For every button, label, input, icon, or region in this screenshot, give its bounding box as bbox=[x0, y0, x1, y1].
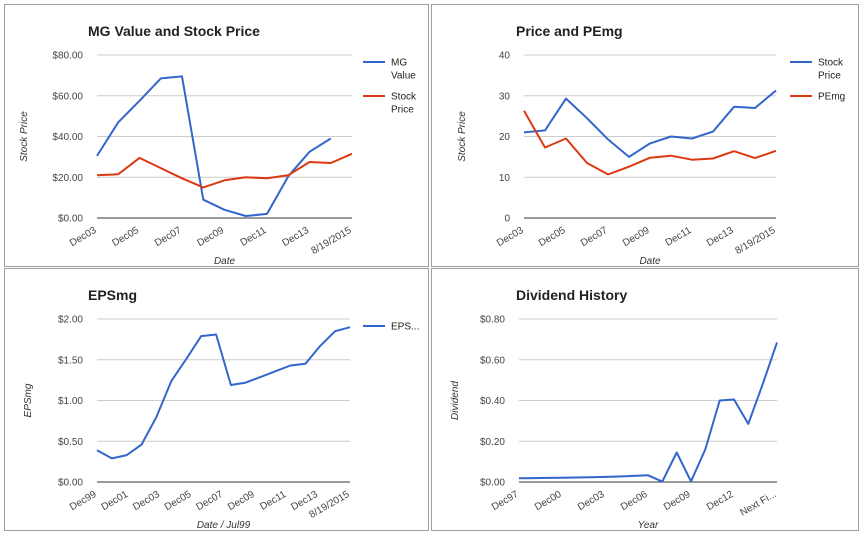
x-axis-title: Date / Jul99 bbox=[197, 520, 251, 530]
chart-panel-price-pemg: Price and PEmg 0 10 20 30 40 Dec03 Dec05 Dec07 De… bbox=[431, 4, 859, 267]
y-axis-title: EPSmg bbox=[23, 383, 34, 417]
x-tick-label: Dec07 bbox=[579, 225, 610, 249]
y-tick-label: 0 bbox=[504, 214, 510, 225]
chart-panel-mg-value: MG Value and Stock Price $0.00 $20.00 $40.0… bbox=[4, 4, 429, 267]
x-tick-label: 8/19/2015 bbox=[733, 225, 777, 257]
x-tick-label: Dec05 bbox=[537, 225, 568, 249]
x-axis-title: Year bbox=[638, 520, 659, 530]
x-tick-label: Dec05 bbox=[163, 489, 194, 513]
series-line-1 bbox=[96, 75, 332, 217]
chart-title: Dividend History bbox=[516, 287, 627, 303]
x-tick-label: Dec12 bbox=[705, 489, 736, 513]
y-tick-label: $0.40 bbox=[480, 396, 505, 407]
chart-svg: EPSmg $0.00 $0.50 $1.00 $1.50 $2.00 Dec99 Dec01… bbox=[23, 287, 419, 530]
x-tick-label: Dec03 bbox=[68, 225, 99, 249]
x-tick-label: Dec03 bbox=[495, 225, 526, 249]
y-tick-label: $0.80 bbox=[480, 315, 505, 326]
legend-label: Price bbox=[391, 105, 414, 116]
y-tick-label: 30 bbox=[499, 91, 511, 102]
y-tick-label: $40.00 bbox=[52, 132, 83, 143]
x-tick-label: Dec09 bbox=[662, 489, 693, 513]
x-tick-label: Dec13 bbox=[705, 225, 736, 249]
x-tick-label: Dec05 bbox=[110, 225, 141, 249]
y-tick-label: $20.00 bbox=[52, 173, 83, 184]
y-tick-label: $60.00 bbox=[52, 91, 83, 102]
x-axis-title: Date bbox=[214, 256, 236, 266]
y-tick-label: $0.50 bbox=[58, 437, 83, 448]
x-tick-label: Dec11 bbox=[239, 225, 269, 249]
x-tick-label: Dec06 bbox=[619, 489, 650, 513]
y-tick-label: $1.00 bbox=[58, 396, 83, 407]
legend-label: PEmg bbox=[818, 92, 845, 103]
chart-panel-epsmg: EPSmg $0.00 $0.50 $1.00 $1.50 $2.00 Dec99 Dec01… bbox=[4, 268, 429, 531]
chart-svg: Price and PEmg 0 10 20 30 40 Dec03 Dec05 Dec07 De… bbox=[457, 23, 845, 266]
y-tick-label: $0.20 bbox=[480, 437, 505, 448]
x-tick-label: Dec09 bbox=[226, 489, 257, 513]
y-tick-label: $80.00 bbox=[52, 51, 83, 62]
x-tick-label: Dec09 bbox=[195, 225, 226, 249]
y-tick-label: $0.00 bbox=[58, 478, 83, 489]
series-line-1 bbox=[523, 89, 777, 158]
chart-title: EPSmg bbox=[88, 287, 137, 303]
y-axis-title: Stock Price bbox=[19, 111, 30, 162]
chart-title: MG Value and Stock Price bbox=[88, 23, 260, 39]
y-tick-label: $0.60 bbox=[480, 355, 505, 366]
legend-label: Stock bbox=[818, 58, 844, 69]
series-line-2 bbox=[96, 152, 353, 189]
y-tick-label: 20 bbox=[499, 132, 511, 143]
legend-label: Price bbox=[818, 71, 841, 82]
y-tick-label: 40 bbox=[499, 51, 511, 62]
y-tick-label: $2.00 bbox=[58, 315, 83, 326]
y-tick-label: $0.00 bbox=[480, 478, 505, 489]
x-tick-label: Dec01 bbox=[100, 489, 131, 513]
x-tick-label: Dec03 bbox=[576, 489, 607, 513]
x-axis-title: Date bbox=[639, 256, 661, 266]
x-tick-label: Dec97 bbox=[490, 489, 521, 513]
chart-svg: MG Value and Stock Price $0.00 $20.00 $40.0… bbox=[19, 23, 417, 266]
chart-svg: Dividend History $0.00 $0.20 $0.40 $0.60 $0.8… bbox=[450, 287, 779, 530]
x-tick-label: Dec09 bbox=[621, 225, 652, 249]
y-tick-label: $0.00 bbox=[58, 214, 83, 225]
x-tick-label: Dec00 bbox=[533, 489, 564, 513]
x-tick-label: 8/19/2015 bbox=[309, 225, 353, 257]
legend-label: MG bbox=[391, 58, 407, 69]
x-tick-label: Dec07 bbox=[194, 489, 225, 513]
y-axis-title: Dividend bbox=[450, 381, 461, 420]
x-tick-label: Dec99 bbox=[68, 489, 99, 513]
series-line-1 bbox=[518, 342, 778, 483]
y-axis-title: Stock Price bbox=[457, 111, 468, 162]
x-tick-label: Dec07 bbox=[153, 225, 184, 249]
series-line-1 bbox=[96, 326, 351, 460]
x-tick-label: Dec11 bbox=[664, 225, 694, 249]
y-tick-label: $1.50 bbox=[58, 355, 83, 366]
chart-title: Price and PEmg bbox=[516, 23, 623, 39]
series-line-2 bbox=[523, 110, 777, 176]
x-tick-label: Next Fi... bbox=[738, 489, 778, 519]
legend-label: EPS... bbox=[391, 322, 419, 333]
x-tick-label: Dec11 bbox=[258, 489, 288, 513]
x-tick-label: Dec13 bbox=[280, 225, 311, 249]
x-tick-label: Dec03 bbox=[131, 489, 162, 513]
legend-label: Value bbox=[391, 71, 416, 82]
legend-label: Stock bbox=[391, 92, 417, 103]
y-tick-label: 10 bbox=[499, 173, 511, 184]
chart-panel-dividend: Dividend History $0.00 $0.20 $0.40 $0.60 $0.8… bbox=[431, 268, 859, 531]
